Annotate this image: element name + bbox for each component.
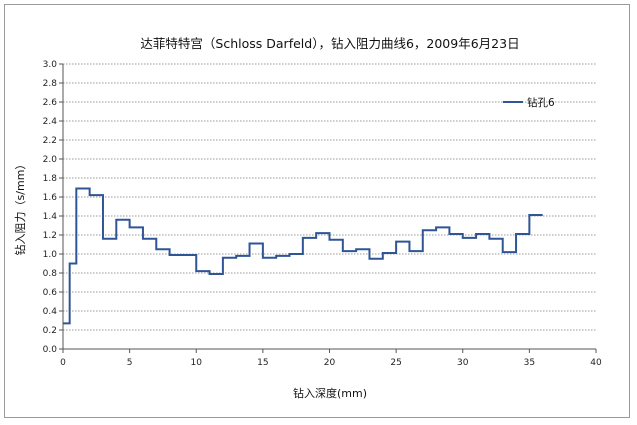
y-tick-label: 2.8 xyxy=(43,79,58,89)
x-tick-label: 25 xyxy=(390,358,401,368)
x-tick-label: 15 xyxy=(257,358,268,368)
y-tick-label: 2.4 xyxy=(43,117,58,127)
y-tick-label: 1.8 xyxy=(43,174,58,184)
y-tick-label: 1.2 xyxy=(43,231,57,241)
y-tick-label: 2.0 xyxy=(43,155,58,165)
y-tick-label: 3.0 xyxy=(43,60,58,70)
y-tick-label: 1.0 xyxy=(43,250,58,260)
series-line-0 xyxy=(63,187,543,325)
axes xyxy=(59,63,597,353)
x-tick-label: 20 xyxy=(324,358,336,368)
x-tick-label: 30 xyxy=(457,358,469,368)
y-tick-label: 0.0 xyxy=(43,345,58,355)
chart-title: 达菲特特宫（Schloss Darfeld），钻入阻力曲线6，2009年6月23… xyxy=(140,36,519,51)
legend: 钻孔6 xyxy=(503,96,555,109)
y-tick-label: 0.6 xyxy=(43,288,58,298)
x-tick-label: 35 xyxy=(524,358,535,368)
y-axis-label: 钻入阻力（s/mm） xyxy=(13,159,27,256)
x-tick-label: 5 xyxy=(127,358,133,368)
series-group xyxy=(63,187,543,325)
y-tick-label: 2.2 xyxy=(43,136,57,146)
x-tick-labels: 0 5 10 15 20 25 30 35 40 xyxy=(60,358,602,368)
y-tick-label: 1.4 xyxy=(43,212,58,222)
y-tick-labels: 0.0 0.2 0.4 0.6 0.8 1.0 1.2 1.4 1.6 1.8 2.0 2.2 2.4 2… xyxy=(43,60,58,355)
x-axis-label: 钻入深度(mm) xyxy=(293,386,367,400)
x-tick-label: 40 xyxy=(590,358,602,368)
x-tick-label: 0 xyxy=(60,358,66,368)
y-tick-label: 0.8 xyxy=(43,269,58,279)
legend-label-0: 钻孔6 xyxy=(527,96,555,109)
y-tick-label: 0.4 xyxy=(43,307,58,317)
y-tick-label: 1.6 xyxy=(43,193,58,203)
y-tick-label: 0.2 xyxy=(43,326,57,336)
y-tick-label: 2.6 xyxy=(43,98,58,108)
x-tick-label: 10 xyxy=(191,358,203,368)
grid-lines xyxy=(63,63,596,331)
